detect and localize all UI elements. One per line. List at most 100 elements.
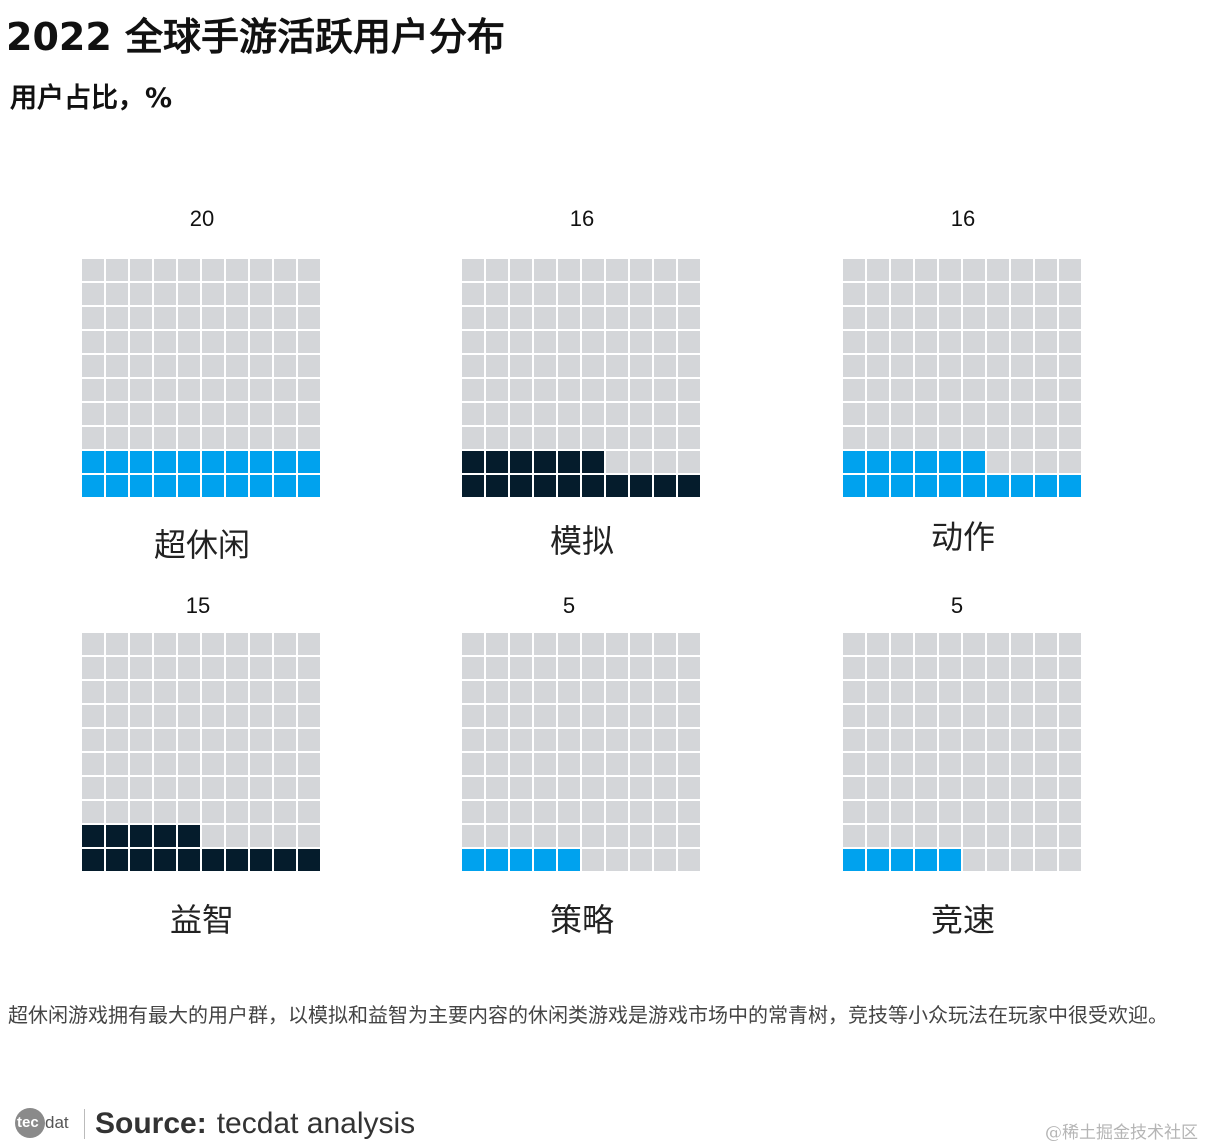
waffle-cell-empty <box>654 403 676 425</box>
waffle-cell-empty <box>130 259 152 281</box>
waffle-cell-empty <box>226 633 248 655</box>
waffle-cell-empty <box>154 681 176 703</box>
waffle-cell-empty <box>1011 451 1033 473</box>
waffle-cell-empty <box>843 777 865 799</box>
waffle-cell-empty <box>558 681 580 703</box>
waffle-cell-empty <box>274 705 296 727</box>
waffle-cell-empty <box>606 451 628 473</box>
waffle-cell-empty <box>1035 705 1057 727</box>
waffle-cell-empty <box>915 403 937 425</box>
waffle-cell-empty <box>678 451 700 473</box>
waffle-cell-empty <box>486 729 508 751</box>
waffle-cell-filled <box>226 475 248 497</box>
waffle-cell-empty <box>1011 403 1033 425</box>
waffle-cell-empty <box>106 657 128 679</box>
source-label: Source: <box>95 1107 207 1140</box>
waffle-cell-filled <box>915 451 937 473</box>
waffle-cell-filled <box>915 475 937 497</box>
waffle-cell-empty <box>843 657 865 679</box>
panel-value: 5 <box>562 593 576 618</box>
waffle-cell-filled <box>1011 475 1033 497</box>
waffle-cell-filled <box>867 849 889 871</box>
waffle-cell-empty <box>250 259 272 281</box>
waffle-cell-empty <box>202 283 224 305</box>
waffle-cell-filled <box>939 451 961 473</box>
waffle-cell-empty <box>298 633 320 655</box>
panel-value: 20 <box>189 206 215 231</box>
waffle-cell-empty <box>606 331 628 353</box>
waffle-cell-empty <box>606 307 628 329</box>
waffle-cell-empty <box>130 331 152 353</box>
waffle-cell-empty <box>654 777 676 799</box>
waffle-cell-empty <box>534 331 556 353</box>
waffle-grid <box>82 259 320 497</box>
waffle-cell-filled <box>202 475 224 497</box>
waffle-cell-empty <box>867 307 889 329</box>
waffle-cell-empty <box>987 801 1009 823</box>
waffle-cell-empty <box>1011 681 1033 703</box>
waffle-cell-empty <box>963 427 985 449</box>
waffle-cell-empty <box>1011 307 1033 329</box>
waffle-cell-empty <box>178 705 200 727</box>
waffle-cell-empty <box>582 283 604 305</box>
waffle-cell-empty <box>939 283 961 305</box>
waffle-cell-empty <box>606 753 628 775</box>
waffle-cell-empty <box>963 681 985 703</box>
waffle-cell-empty <box>298 259 320 281</box>
waffle-cell-empty <box>154 403 176 425</box>
waffle-cell-empty <box>987 259 1009 281</box>
waffle-cell-empty <box>1035 633 1057 655</box>
waffle-cell-empty <box>178 379 200 401</box>
waffle-cell-empty <box>82 259 104 281</box>
waffle-cell-empty <box>534 825 556 847</box>
waffle-cell-empty <box>963 633 985 655</box>
waffle-cell-empty <box>630 331 652 353</box>
panel-value: 16 <box>569 206 595 231</box>
waffle-cell-empty <box>510 705 532 727</box>
waffle-cell-filled <box>178 451 200 473</box>
waffle-cell-filled <box>106 451 128 473</box>
waffle-cell-empty <box>963 801 985 823</box>
waffle-cell-empty <box>274 379 296 401</box>
waffle-cell-empty <box>582 259 604 281</box>
waffle-cell-filled <box>891 475 913 497</box>
waffle-cell-empty <box>891 355 913 377</box>
waffle-cell-empty <box>202 403 224 425</box>
waffle-cell-empty <box>1059 801 1081 823</box>
waffle-cell-empty <box>106 379 128 401</box>
waffle-cell-empty <box>582 801 604 823</box>
waffle-cell-empty <box>1059 283 1081 305</box>
waffle-cell-empty <box>678 825 700 847</box>
waffle-cell-empty <box>226 657 248 679</box>
waffle-cell-empty <box>843 403 865 425</box>
waffle-cell-empty <box>82 729 104 751</box>
waffle-grid <box>843 633 1081 871</box>
waffle-cell-empty <box>867 259 889 281</box>
waffle-cell-filled <box>891 451 913 473</box>
waffle-cell-empty <box>678 427 700 449</box>
waffle-cell-empty <box>915 331 937 353</box>
waffle-cell-empty <box>915 427 937 449</box>
waffle-cell-empty <box>226 403 248 425</box>
waffle-cell-empty <box>534 729 556 751</box>
waffle-cell-empty <box>226 307 248 329</box>
waffle-cell-empty <box>654 331 676 353</box>
waffle-cell-empty <box>939 259 961 281</box>
waffle-cell-empty <box>963 379 985 401</box>
waffle-cell-empty <box>82 355 104 377</box>
waffle-cell-empty <box>558 331 580 353</box>
waffle-cell-empty <box>534 705 556 727</box>
waffle-cell-empty <box>987 403 1009 425</box>
waffle-cell-empty <box>678 849 700 871</box>
waffle-cell-empty <box>178 427 200 449</box>
panel-label: 超休闲 <box>153 526 250 564</box>
waffle-cell-filled <box>987 475 1009 497</box>
waffle-cell-empty <box>486 355 508 377</box>
waffle-cell-empty <box>606 355 628 377</box>
waffle-cell-filled <box>202 849 224 871</box>
waffle-cell-empty <box>202 307 224 329</box>
waffle-cell-empty <box>558 379 580 401</box>
waffle-cell-empty <box>274 681 296 703</box>
waffle-cell-empty <box>1011 729 1033 751</box>
waffle-cell-empty <box>843 705 865 727</box>
